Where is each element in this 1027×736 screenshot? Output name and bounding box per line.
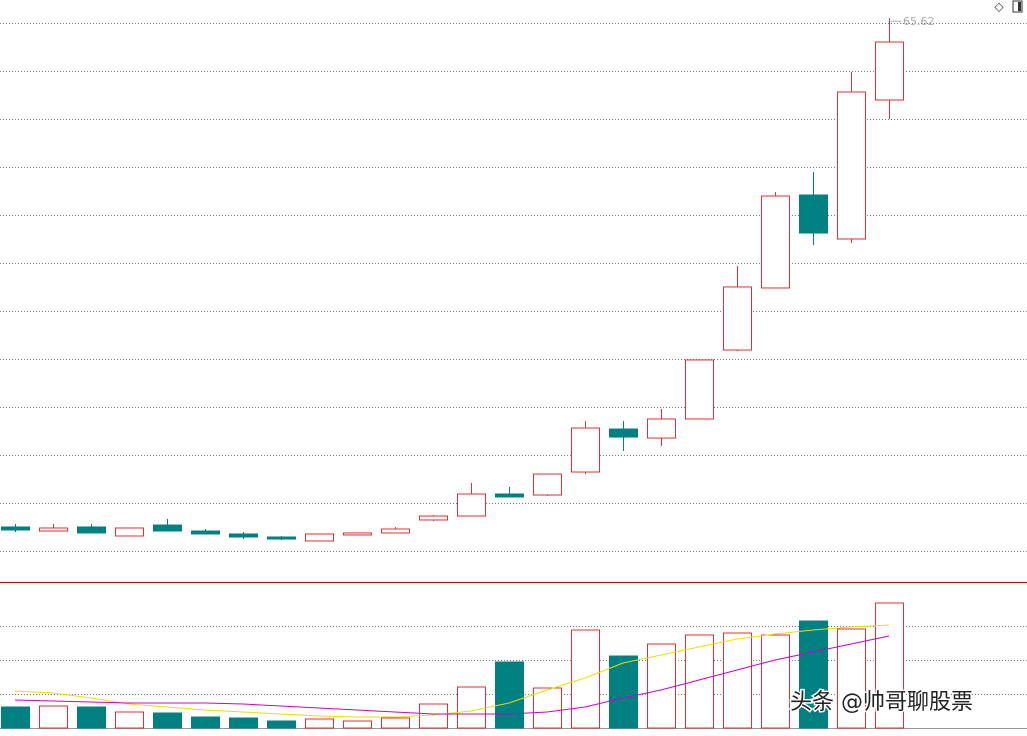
volume-bar — [799, 620, 828, 729]
volume-bar — [343, 720, 372, 729]
candle-body — [457, 493, 486, 517]
volume-bar — [761, 634, 790, 729]
volume-bar — [723, 632, 752, 729]
volume-bar — [229, 717, 258, 729]
volume-bar — [153, 712, 182, 729]
candle-body — [647, 418, 676, 439]
candle-body — [229, 533, 258, 538]
candle-body — [115, 527, 144, 537]
volume-bar — [571, 629, 600, 729]
candle-body — [191, 530, 220, 535]
volume-bar — [39, 705, 68, 729]
candle-body — [343, 532, 372, 536]
high-label: 65.62 — [903, 15, 935, 28]
candle-body — [381, 528, 410, 534]
moving-average-line — [14, 624, 890, 718]
volume-bar — [457, 686, 486, 729]
volume-bar — [305, 718, 334, 729]
candle-body — [305, 533, 334, 542]
volume-bar — [191, 716, 220, 729]
candle-body — [419, 515, 448, 521]
panel-icon[interactable] — [1012, 0, 1023, 13]
candle-body — [837, 91, 866, 240]
panel-icon-fill — [1018, 2, 1021, 11]
candle-body — [153, 524, 182, 532]
watermark: 头条 @帅哥聊股票 — [790, 690, 973, 715]
volume-bar — [419, 703, 448, 729]
candle-body — [799, 194, 828, 234]
diamond-icon[interactable]: ◇ — [994, 0, 1004, 14]
plot: 65.62 — [1, 15, 935, 729]
grid — [0, 23, 1027, 729]
candle-body — [875, 41, 904, 101]
candle-body — [723, 286, 752, 351]
volume-bar — [77, 706, 106, 729]
volume-bar — [875, 602, 904, 729]
candle-body — [39, 527, 68, 532]
moving-average-line — [14, 635, 890, 715]
candle-body — [267, 536, 296, 540]
volume-bar — [647, 643, 676, 729]
volume-bar — [1, 706, 30, 729]
candle-body — [533, 473, 562, 496]
volume-bar — [533, 687, 562, 729]
candle-body — [77, 526, 106, 534]
candle-body — [685, 359, 714, 420]
volume-bar — [381, 717, 410, 729]
candle-body — [609, 428, 638, 438]
volume-bar — [495, 661, 524, 729]
volume-bar — [267, 720, 296, 729]
volume-bar — [115, 711, 144, 729]
candle-body — [761, 195, 790, 289]
volume-bar — [609, 655, 638, 729]
candle-body — [1, 526, 30, 531]
candle-body — [495, 493, 524, 498]
candle-body — [571, 427, 600, 473]
volume-bar — [685, 634, 714, 729]
